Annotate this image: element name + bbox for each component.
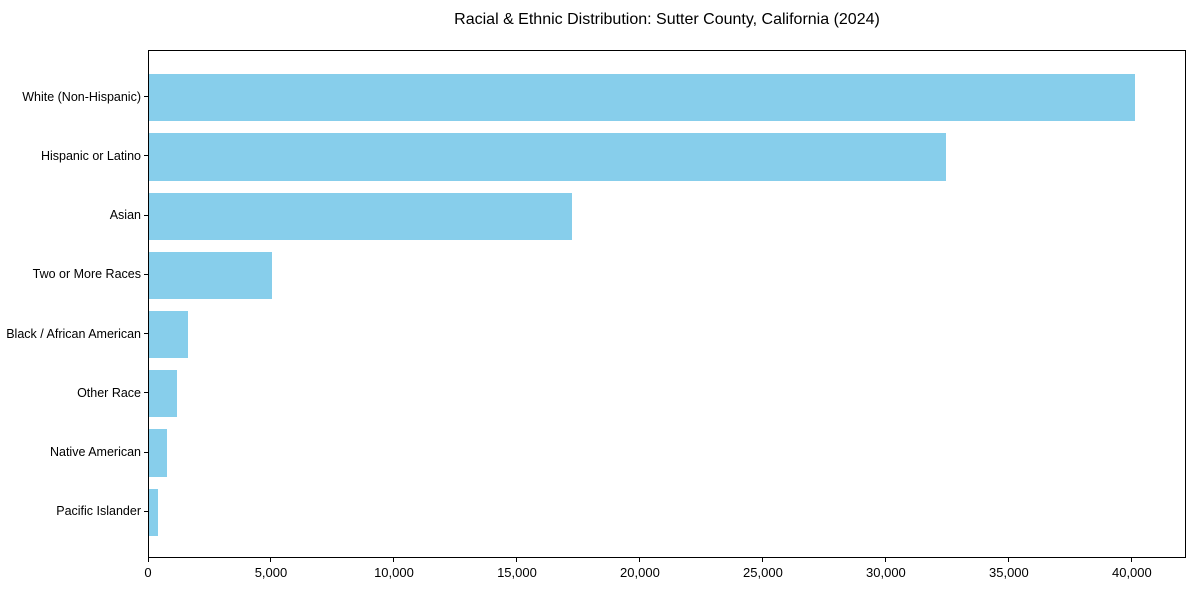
bar-2 [149, 192, 573, 240]
y-axis-labels: White (Non-Hispanic) Hispanic or Latino As… [0, 0, 141, 600]
bar-5 [149, 370, 178, 418]
y-axis-label-2: Asian [109, 208, 141, 223]
x-axis-tick-label-1: 5,000 [254, 565, 288, 580]
x-tick-mark-5 [762, 558, 764, 562]
bar-1 [149, 133, 946, 181]
bar-4 [149, 310, 189, 359]
bar-0 [149, 74, 1135, 122]
x-axis-tick-label-3: 15,000 [497, 565, 537, 580]
y-axis-label-6: Native American [49, 445, 141, 460]
x-tick-mark-3 [516, 558, 518, 562]
x-axis-tick-label-0: 0 [144, 565, 152, 580]
bar-6 [149, 429, 167, 477]
y-tick-mark-2 [144, 214, 148, 216]
y-tick-mark-1 [144, 155, 148, 157]
y-tick-mark-6 [144, 451, 148, 453]
y-tick-mark-4 [144, 333, 148, 335]
bars-layer [149, 51, 1185, 557]
y-axis-label-4: Black / African American [6, 326, 141, 341]
x-tick-mark-0 [147, 558, 149, 562]
y-axis-label-3: Two or More Races [32, 267, 141, 282]
plot-area [148, 50, 1186, 558]
y-tick-mark-3 [144, 273, 148, 275]
y-axis-label-0: White (Non-Hispanic) [22, 89, 141, 104]
y-axis-label-5: Other Race [77, 385, 141, 400]
y-tick-mark-7 [144, 510, 148, 512]
x-axis-tick-label-7: 35,000 [989, 565, 1029, 580]
bar-3 [149, 251, 272, 300]
bar-7 [149, 488, 158, 536]
x-axis-tick-label-6: 30,000 [866, 565, 906, 580]
x-tick-mark-8 [1131, 558, 1133, 562]
y-axis-label-7: Pacific Islander [56, 504, 141, 519]
y-tick-mark-5 [144, 392, 148, 394]
x-axis-tick-label-8: 40,000 [1111, 565, 1152, 580]
x-tick-mark-2 [393, 558, 395, 562]
chart-title: Racial & Ethnic Distribution: Sutter Cou… [454, 11, 880, 28]
y-tick-mark-0 [144, 96, 148, 98]
x-axis-tick-label-5: 25,000 [743, 565, 783, 580]
y-axis-label-1: Hispanic or Latino [40, 148, 141, 163]
x-tick-mark-4 [639, 558, 641, 562]
x-axis-tick-label-2: 10,000 [374, 565, 414, 580]
x-tick-mark-6 [885, 558, 887, 562]
x-tick-mark-7 [1008, 558, 1010, 562]
x-axis-tick-label-4: 20,000 [620, 565, 660, 580]
x-tick-mark-1 [270, 558, 272, 562]
